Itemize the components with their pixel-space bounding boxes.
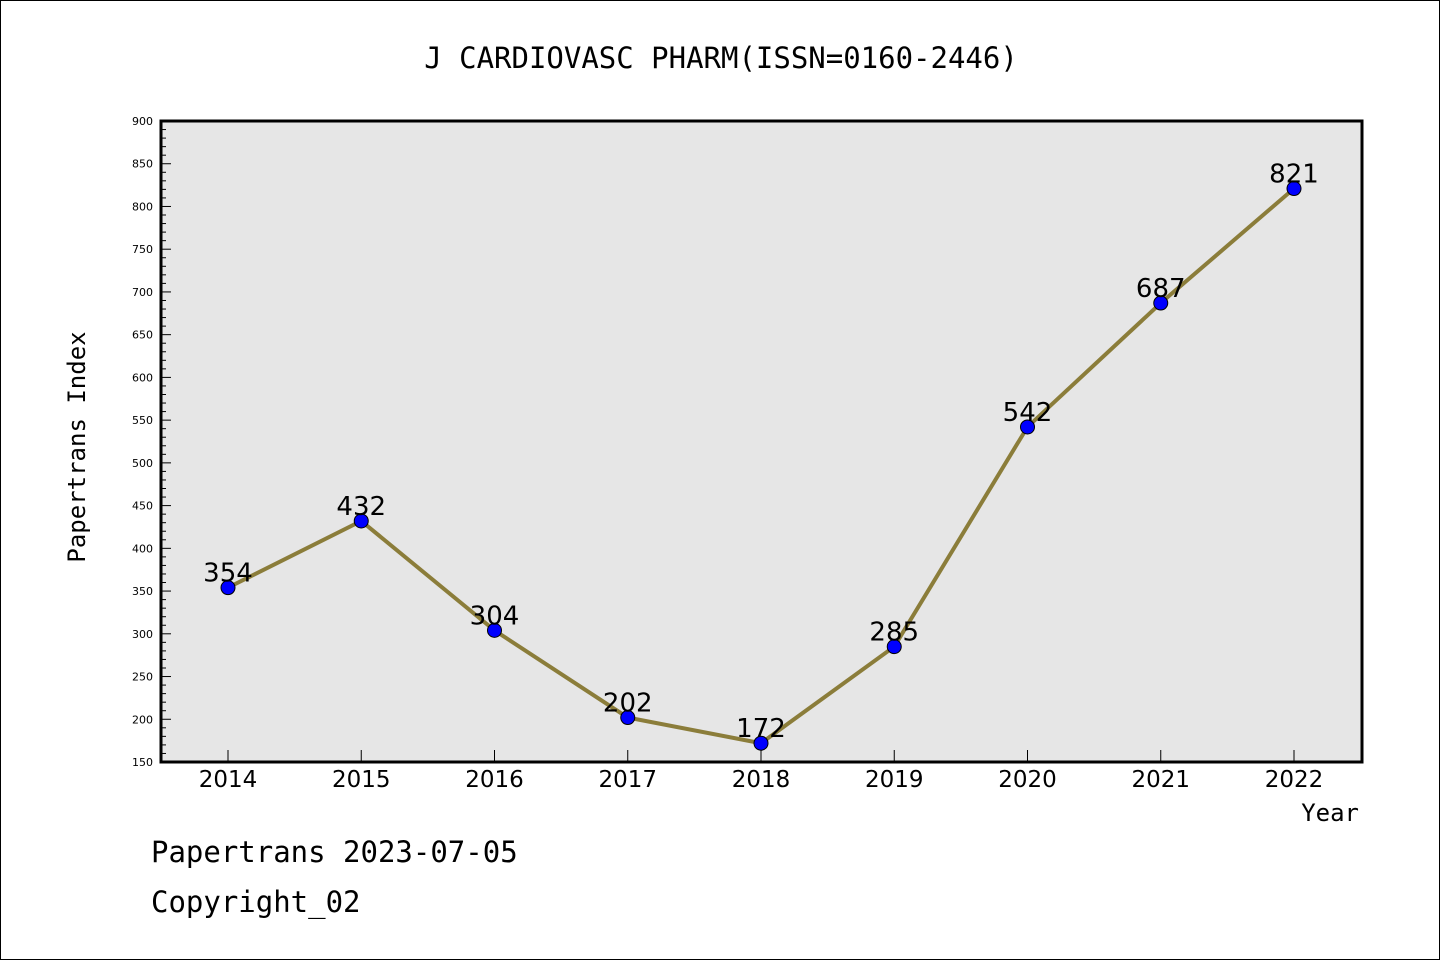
- data-label: 432: [336, 492, 386, 522]
- data-label: 285: [869, 618, 919, 648]
- footer-copyright: Copyright_02: [151, 885, 361, 919]
- y-axis-label: Papertrans Index: [63, 331, 91, 562]
- y-tick-label: 750: [132, 243, 153, 256]
- x-tick-label: 2014: [199, 767, 258, 793]
- y-axis: 150 200 250 300 350 400 450 500 550 600 650 700 750 8…: [132, 115, 171, 769]
- data-point: [1153, 295, 1169, 311]
- plot-area: [159, 119, 1364, 764]
- y-tick-label: 800: [132, 200, 153, 213]
- data-labels: 354 432 304 202 172 285 542 687 821: [203, 160, 1319, 745]
- x-tick-label: 2015: [332, 767, 391, 793]
- data-point: [886, 639, 902, 655]
- x-tick-label: 2016: [465, 767, 524, 793]
- data-label: 304: [470, 601, 520, 631]
- data-label: 687: [1136, 274, 1186, 304]
- y-tick-label: 300: [132, 628, 153, 641]
- y-tick-label: 650: [132, 329, 153, 342]
- data-point: [620, 710, 636, 726]
- data-point: [753, 735, 769, 751]
- y-tick-label: 200: [132, 713, 153, 726]
- data-point: [353, 513, 369, 529]
- x-axis: 2014 2015 2016 2017 2018 2019 2020 2021 2022: [199, 750, 1324, 793]
- y-tick-label: 450: [132, 500, 153, 513]
- x-tick-label: 2019: [865, 767, 924, 793]
- data-label: 354: [203, 559, 253, 589]
- data-label: 202: [603, 689, 653, 719]
- data-label: 542: [1003, 398, 1053, 428]
- series-markers: [220, 181, 1302, 751]
- y-tick-label: 150: [132, 756, 153, 769]
- y-tick-label: 250: [132, 671, 153, 684]
- data-label: 821: [1269, 160, 1319, 190]
- data-point: [1020, 419, 1035, 435]
- y-tick-label: 550: [132, 414, 153, 427]
- y-tick-label: 400: [132, 542, 153, 555]
- footer-date: Papertrans 2023-07-05: [151, 835, 518, 869]
- x-tick-label: 2017: [598, 767, 657, 793]
- data-point: [220, 580, 236, 596]
- data-label: 172: [736, 714, 786, 744]
- y-tick-label: 500: [132, 457, 153, 470]
- y-tick-label: 700: [132, 286, 153, 299]
- data-point: [1286, 181, 1302, 197]
- y-tick-label: 350: [132, 585, 153, 598]
- y-tick-label: 850: [132, 158, 153, 171]
- x-tick-label: 2018: [732, 767, 791, 793]
- chart-title: J CARDIOVASC PHARM(ISSN=0160-2446): [424, 41, 1018, 75]
- x-tick-label: 2021: [1131, 767, 1190, 793]
- x-axis-label: Year: [1301, 799, 1359, 827]
- data-point: [487, 622, 502, 638]
- x-tick-label: 2020: [998, 767, 1057, 793]
- y-tick-label: 600: [132, 371, 153, 384]
- x-tick-label: 2022: [1265, 767, 1324, 793]
- y-tick-label: 900: [132, 115, 153, 128]
